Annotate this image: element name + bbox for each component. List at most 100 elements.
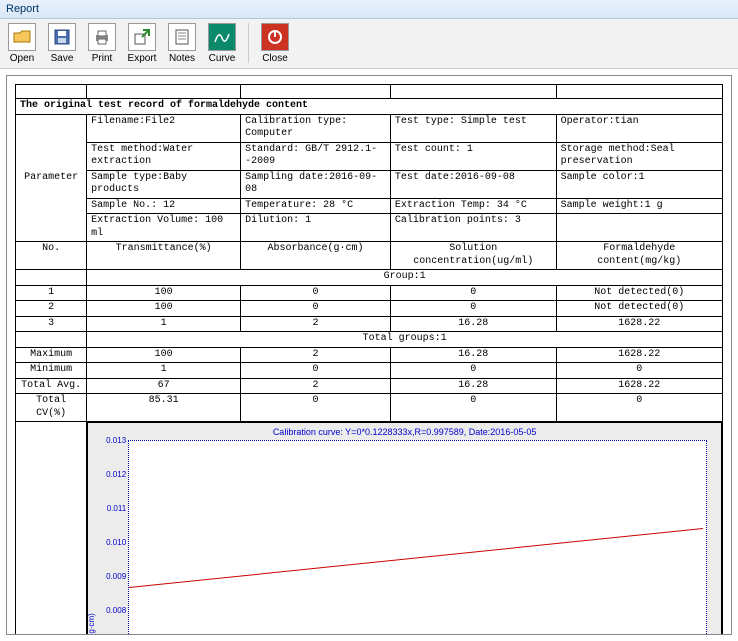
param-cell: Calibration type: Computer [241, 114, 391, 142]
data-cell: 0 [241, 285, 391, 301]
export-icon [128, 23, 156, 51]
data-cell: 1628.22 [556, 316, 722, 332]
hdr-no: No. [16, 242, 87, 270]
stat-cell: 85.31 [87, 394, 241, 422]
window-titlebar: Report [0, 0, 738, 19]
param-row: Sample type:Baby productsSampling date:2… [16, 170, 723, 198]
data-cell: 0 [241, 301, 391, 317]
data-cell: 0 [390, 285, 556, 301]
param-cell: Sample weight:1 g [556, 198, 722, 214]
param-cell: Dilution: 1 [241, 214, 391, 242]
group-label: Group:1 [87, 270, 723, 286]
data-cell: 2 [16, 301, 87, 317]
open-button[interactable]: Open [6, 23, 38, 64]
stat-cell: 0 [390, 394, 556, 422]
stat-label: Total CV(%) [16, 394, 87, 422]
param-cell: Extraction Volume: 100 ml [87, 214, 241, 242]
param-cell: Sampling date:2016-09-08 [241, 170, 391, 198]
param-cell: Temperature: 28 °C [241, 198, 391, 214]
hdr-form: Formaldehyde content(mg/kg) [556, 242, 722, 270]
stat-cell: 0 [556, 394, 722, 422]
stat-row: Minimum1000 [16, 363, 723, 379]
y-tick: 0.010 [106, 538, 126, 548]
report-table: The original test record of formaldehyde… [15, 84, 723, 635]
data-cell: Not detected(0) [556, 285, 722, 301]
curve-label: Curve [209, 53, 236, 64]
param-row: Extraction Volume: 100 mlDilution: 1Cali… [16, 214, 723, 242]
stat-label: Maximum [16, 347, 87, 363]
stat-cell: 0 [556, 363, 722, 379]
stat-cell: 1628.22 [556, 378, 722, 394]
param-cell: Sample color:1 [556, 170, 722, 198]
data-cell: 100 [87, 301, 241, 317]
stat-label: Minimum [16, 363, 87, 379]
stat-cell: 0 [241, 363, 391, 379]
total-groups-row: Total groups:1 [16, 332, 723, 348]
param-cell: Test date:2016-09-08 [390, 170, 556, 198]
chart-panel: Calibration curve: Y=0*0.1228333x,R=0.99… [87, 422, 722, 635]
group-row: Group:1 [16, 270, 723, 286]
window-title: Report [6, 3, 39, 15]
data-cell: Not detected(0) [556, 301, 722, 317]
data-cell: 1 [87, 316, 241, 332]
open-label: Open [10, 53, 34, 64]
total-groups-label: Total groups:1 [87, 332, 723, 348]
y-tick: 0.011 [107, 504, 126, 514]
param-row: ParameterFilename:File2Calibration type:… [16, 114, 723, 142]
stat-cell: 2 [241, 347, 391, 363]
print-button[interactable]: Print [86, 23, 118, 64]
calibration-line [129, 528, 703, 588]
param-cell: Test type: Simple test [390, 114, 556, 142]
column-headers: No. Transmittance(%) Absorbance(g·cm) So… [16, 242, 723, 270]
stat-cell: 0 [390, 363, 556, 379]
toolbar-separator [248, 23, 249, 63]
notes-button[interactable]: Notes [166, 23, 198, 64]
data-row: 110000Not detected(0) [16, 285, 723, 301]
stat-cell: 67 [87, 378, 241, 394]
stat-row: Maximum100216.281628.22 [16, 347, 723, 363]
data-cell: 1 [16, 285, 87, 301]
param-cell: Test count: 1 [390, 142, 556, 170]
y-tick: 0.009 [106, 572, 126, 582]
hdr-trans: Transmittance(%) [87, 242, 241, 270]
notes-label: Notes [169, 53, 195, 64]
data-cell: 100 [87, 285, 241, 301]
save-button[interactable]: Save [46, 23, 78, 64]
stat-cell: 2 [241, 378, 391, 394]
param-cell: Sample No.: 12 [87, 198, 241, 214]
param-row: Test method:Water extractionStandard: GB… [16, 142, 723, 170]
stat-row: Total CV(%)85.31000 [16, 394, 723, 422]
stat-cell: 1628.22 [556, 347, 722, 363]
param-cell [556, 214, 722, 242]
open-icon [8, 23, 36, 51]
report-viewport[interactable]: The original test record of formaldehyde… [6, 75, 732, 635]
param-cell: Calibration points: 3 [390, 214, 556, 242]
stat-cell: 1 [87, 363, 241, 379]
blank-header-row [16, 85, 723, 99]
export-label: Export [128, 53, 157, 64]
data-cell: 2 [241, 316, 391, 332]
curve-button[interactable]: Curve [206, 23, 238, 64]
param-cell: Filename:File2 [87, 114, 241, 142]
save-label: Save [51, 53, 74, 64]
export-button[interactable]: Export [126, 23, 158, 64]
y-tick: 0.013 [106, 436, 126, 446]
param-cell: Operator:tian [556, 114, 722, 142]
report-title-row: The original test record of formaldehyde… [16, 99, 723, 115]
data-cell: 0 [390, 301, 556, 317]
param-cell: Storage method:Seal preservation [556, 142, 722, 170]
stat-cell: 0 [241, 394, 391, 422]
hdr-absorb: Absorbance(g·cm) [241, 242, 391, 270]
close-button[interactable]: Close [259, 23, 291, 64]
param-label: Parameter [16, 114, 87, 242]
data-row: 210000Not detected(0) [16, 301, 723, 317]
data-row: 31216.281628.22 [16, 316, 723, 332]
chart-title: Calibration curve: Y=0*0.1228333x,R=0.99… [92, 427, 717, 438]
print-icon [88, 23, 116, 51]
save-icon [48, 23, 76, 51]
toolbar: Open Save Print Export Notes Curve Close [0, 19, 738, 69]
print-label: Print [92, 53, 113, 64]
close-icon [261, 23, 289, 51]
stat-cell: 16.28 [390, 347, 556, 363]
param-cell: Sample type:Baby products [87, 170, 241, 198]
